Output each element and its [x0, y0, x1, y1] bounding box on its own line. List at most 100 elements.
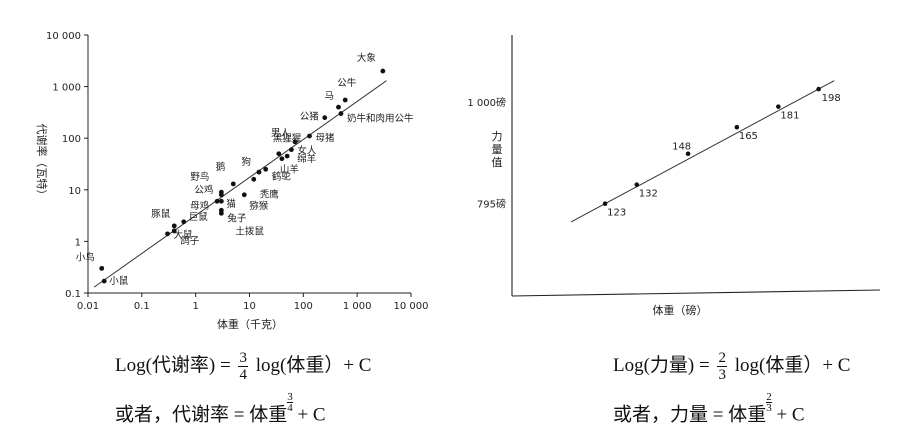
chart2-point-label: 132 — [639, 189, 658, 200]
chart2-point-label: 181 — [780, 111, 799, 122]
chart1-point-label: 黑猩猩 — [273, 134, 302, 145]
chart1-point — [218, 210, 224, 216]
chart1-point — [288, 147, 294, 153]
exp-num: 2 — [766, 391, 772, 403]
chart1-point — [171, 223, 177, 229]
formula-right-line1-suffix: log(体重）+ C — [729, 355, 851, 376]
chart1-point — [284, 153, 290, 159]
chart1-point-label: 小鼠 — [109, 275, 129, 287]
chart2-point-label: 123 — [607, 208, 626, 219]
formula-right-line1-prefix: Log(力量) = — [613, 355, 715, 376]
chart2-point — [734, 124, 740, 130]
chart2-point — [634, 182, 640, 187]
formula-left-line2: 或者，代谢率 = 体重 3 4 + C — [115, 391, 326, 426]
chart1-fit-line — [93, 80, 387, 288]
chart1-point-label: 鸽子 — [180, 235, 200, 247]
chart1-point — [218, 198, 224, 204]
chart1-x-axis-label: 体重（千克） — [217, 317, 283, 331]
chart1-point — [263, 166, 269, 172]
chart2-point — [602, 201, 608, 206]
chart1-point-label: 母猪 — [315, 132, 335, 144]
chart1-y-axis-label: 代谢率（瓦特） — [35, 124, 49, 201]
chart1-x-tick-label: 0.01 — [77, 301, 99, 312]
chart1-point-label: 土拨鼠 — [235, 225, 264, 237]
chart1-y-tick-label: 1 000 — [52, 83, 81, 94]
chart1-regression-line — [93, 80, 387, 288]
formula-right-line2-prefix: 或者，力量 = 体重 — [613, 404, 767, 426]
chart1-y-tick-label: 10 — [68, 186, 81, 197]
chart1-point-label: 公猪 — [300, 111, 320, 123]
chart2-y-tick-label: 1 000磅 — [467, 96, 506, 109]
chart1-point — [181, 219, 187, 225]
chart1-point-label: 狗 — [241, 156, 251, 168]
chart2-point-labels: 123 132 148 165 181 198 — [607, 93, 841, 219]
chart1-point-label: 秃鹰 — [260, 188, 280, 200]
chart2-regression-line — [570, 80, 835, 223]
chart1-x-tick-label: 10 — [243, 301, 256, 312]
formula-right-line2: 或者，力量 = 体重 2 3 + C — [613, 391, 805, 426]
frac-den: 3 — [718, 367, 726, 384]
chart1-x-tick-label: 1 — [192, 301, 198, 312]
chart1-y-tick-label: 1 — [75, 237, 81, 248]
formula-left-line2-prefix: 或者，代谢率 = 体重 — [115, 404, 288, 426]
chart1-point-label: 大象 — [357, 52, 377, 64]
chart2-point-label: 198 — [822, 93, 841, 104]
chart2-point — [685, 151, 691, 157]
chart1-point — [171, 228, 177, 234]
chart1-point — [338, 111, 344, 116]
chart1-point — [241, 192, 247, 198]
chart1-point-label: 母鸡 — [190, 200, 209, 212]
chart1-x-tick-label: 0.1 — [134, 301, 150, 312]
chart1-point — [276, 151, 282, 157]
chart1-point — [322, 115, 328, 121]
frac-num: 2 — [717, 350, 727, 368]
chart1-point-label: 豚鼠 — [151, 208, 171, 220]
chart1-point-label: 男人 — [271, 128, 291, 139]
chart2-axes: 1 000磅 795磅 — [467, 35, 881, 297]
chart1-point — [165, 231, 170, 237]
chart1-point-label: 猕猴 — [249, 200, 269, 212]
chart1-point — [256, 169, 262, 175]
chart2-point-label: 165 — [739, 131, 758, 142]
chart1-point-label: 猫 — [226, 198, 236, 210]
exp-den: 4 — [287, 402, 293, 414]
frac-num: 3 — [238, 350, 248, 368]
chart2-points — [602, 86, 821, 206]
chart1-point-label: 大鼠 — [174, 229, 194, 241]
chart1-point — [307, 133, 312, 139]
exp-num: 3 — [287, 391, 293, 403]
chart1-x-tick-label: 10 000 — [394, 301, 429, 312]
formula-left-line1-prefix: Log(代谢率) = — [115, 355, 236, 376]
chart1-point-label: 巨鼠 — [189, 211, 209, 223]
chart2-y-tick-label: 795磅 — [477, 198, 506, 211]
chart1-point — [342, 97, 348, 103]
chart1-y-tick-label: 100 — [62, 134, 81, 145]
chart2-fit-line — [570, 80, 835, 223]
chart1-point-label: 公鸡 — [194, 184, 213, 196]
chart1-point — [279, 156, 285, 162]
chart1-y-tick-label: 0.1 — [65, 289, 81, 300]
chart1-point-label: 山羊 — [280, 164, 299, 176]
strength-chart: 1 000磅 795磅 123 132 148 165 181 198 体重（磅） 力量值 — [467, 35, 881, 317]
chart1-point-label: 兔子 — [227, 212, 247, 224]
chart2-point — [816, 86, 821, 92]
frac-den: 4 — [239, 367, 247, 384]
chart1-point-label: 奶牛和肉用公牛 — [347, 113, 414, 125]
chart1-point-label: 女人 — [297, 145, 317, 157]
chart1-point — [251, 176, 257, 182]
formula-right-line2-suffix: + C — [771, 404, 805, 426]
exp-den: 3 — [766, 402, 772, 414]
chart1-point — [292, 139, 298, 145]
chart1-points — [99, 68, 386, 284]
formula-left-line1-suffix: log(体重）+ C — [250, 355, 372, 376]
chart1-point — [230, 181, 236, 187]
chart1-point-label: 鹤鸵 — [272, 170, 292, 182]
chart1-point-label: 公牛 — [337, 77, 357, 89]
chart2-x-axis-label: 体重（磅） — [653, 303, 708, 317]
